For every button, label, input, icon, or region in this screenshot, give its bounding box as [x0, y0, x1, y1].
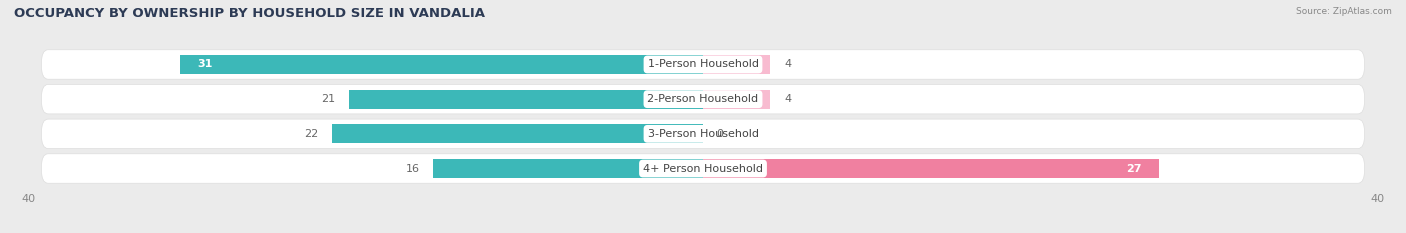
- FancyBboxPatch shape: [41, 84, 1365, 114]
- Bar: [332, 124, 703, 143]
- FancyBboxPatch shape: [41, 154, 1365, 183]
- Text: 4: 4: [785, 94, 792, 104]
- Text: Source: ZipAtlas.com: Source: ZipAtlas.com: [1296, 7, 1392, 16]
- Bar: [180, 55, 703, 74]
- Text: 22: 22: [304, 129, 318, 139]
- Bar: [703, 55, 770, 74]
- FancyBboxPatch shape: [41, 50, 1365, 79]
- Text: 21: 21: [321, 94, 335, 104]
- Text: 4: 4: [785, 59, 792, 69]
- Text: 31: 31: [197, 59, 212, 69]
- Bar: [349, 90, 703, 109]
- Text: 1-Person Household: 1-Person Household: [648, 59, 758, 69]
- Text: 27: 27: [1126, 164, 1142, 174]
- Text: 4+ Person Household: 4+ Person Household: [643, 164, 763, 174]
- Bar: [703, 159, 1159, 178]
- Text: 3-Person Household: 3-Person Household: [648, 129, 758, 139]
- Text: OCCUPANCY BY OWNERSHIP BY HOUSEHOLD SIZE IN VANDALIA: OCCUPANCY BY OWNERSHIP BY HOUSEHOLD SIZE…: [14, 7, 485, 20]
- Bar: [703, 90, 770, 109]
- Text: 0: 0: [717, 129, 724, 139]
- Text: 2-Person Household: 2-Person Household: [647, 94, 759, 104]
- FancyBboxPatch shape: [41, 119, 1365, 149]
- Text: 16: 16: [405, 164, 419, 174]
- Bar: [433, 159, 703, 178]
